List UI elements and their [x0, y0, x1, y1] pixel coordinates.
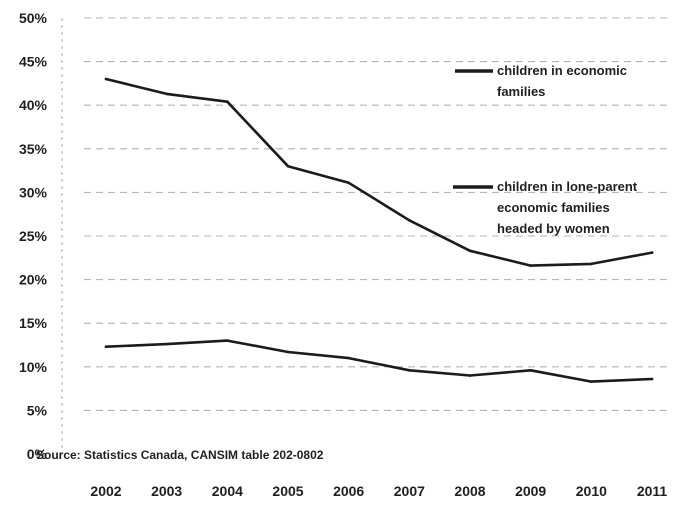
data-point: [165, 92, 168, 96]
data-point: [347, 181, 350, 185]
data-point: [408, 219, 411, 222]
legend-label: children in lone-parent: [497, 179, 638, 194]
x-tick-label: 2007: [394, 483, 425, 499]
x-tick-label: 2010: [576, 483, 607, 499]
data-point: [226, 339, 229, 342]
data-point: [590, 380, 593, 383]
data-point: [529, 264, 532, 267]
source-note: Source: Statistics Canada, CANSIM table …: [36, 448, 324, 462]
y-tick-label: 20%: [19, 272, 48, 288]
y-tick-label: 15%: [19, 315, 48, 331]
x-tick-label: 2011: [637, 483, 668, 499]
data-point: [650, 251, 654, 254]
data-point: [529, 368, 532, 372]
x-tick-label: 2005: [272, 483, 303, 499]
y-tick-label: 50%: [19, 10, 48, 26]
y-tick-label: 5%: [27, 402, 48, 418]
data-point: [347, 356, 350, 360]
legend-label: families: [497, 84, 545, 99]
data-point: [590, 262, 593, 266]
y-tick-label: 30%: [19, 184, 48, 200]
data-point: [468, 249, 472, 253]
x-tick-label: 2006: [333, 483, 364, 499]
y-tick-label: 25%: [19, 228, 48, 244]
data-point: [104, 77, 108, 81]
data-point: [408, 368, 411, 372]
x-tick-label: 2002: [90, 483, 121, 499]
x-tick-label: 2003: [151, 483, 182, 499]
legend-label: children in economic: [497, 63, 627, 78]
y-tick-label: 35%: [19, 141, 48, 157]
y-tick-label: 10%: [19, 359, 48, 375]
data-point: [286, 164, 290, 168]
series-line-1: [104, 339, 654, 383]
x-tick-label: 2008: [454, 483, 485, 499]
y-tick-label: 40%: [19, 97, 48, 113]
axis-layer: 0% 5% 10% 15% 20% 25% 30% 35% 40% 45% 50% 2002 2003 2…: [19, 10, 667, 499]
legend-label: headed by women: [497, 221, 610, 236]
y-tick-label: 45%: [19, 54, 48, 70]
data-point: [650, 377, 654, 381]
x-tick-label: 2004: [212, 483, 243, 499]
data-point: [286, 350, 290, 354]
grid-layer: [84, 17, 672, 411]
data-point: [226, 100, 229, 104]
x-tick-label: 2009: [515, 483, 546, 499]
data-point: [468, 374, 472, 377]
legend-label: economic families: [497, 200, 610, 215]
series-line-2: [104, 77, 654, 267]
data-point: [165, 342, 168, 346]
series-layer: [104, 77, 654, 383]
y-tick-label: 0%: [27, 446, 48, 462]
legend-layer: children in economic families children in …: [453, 63, 638, 236]
data-point: [104, 345, 108, 349]
